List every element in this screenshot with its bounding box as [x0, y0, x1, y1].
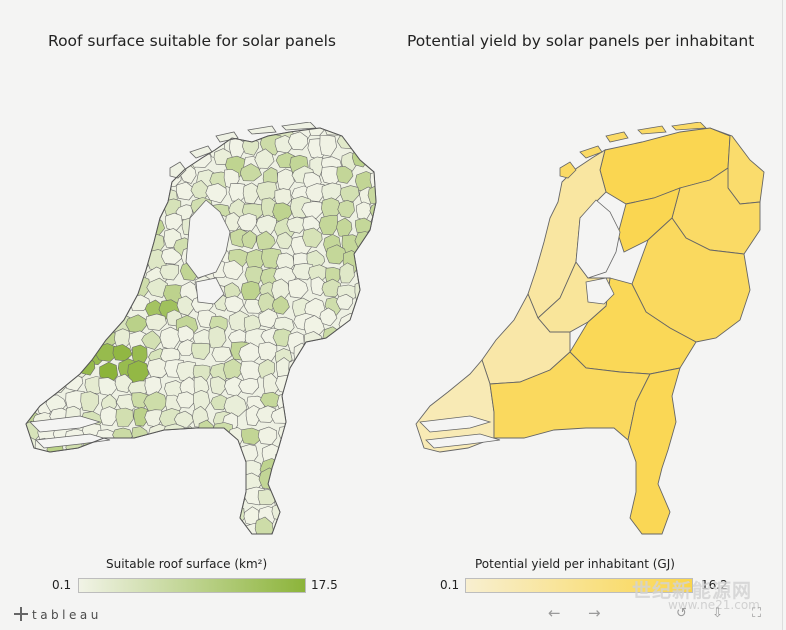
download-button[interactable]: ⇩ — [712, 606, 723, 621]
right-map-title: Potential yield by solar panels per inha… — [407, 32, 755, 50]
fullscreen-button[interactable]: ⛶ — [752, 606, 762, 621]
wadden-islands-left — [169, 122, 317, 179]
left-legend-gradient — [78, 578, 306, 593]
tableau-plus-icon — [14, 607, 28, 621]
tableau-brand-text: tableau — [32, 608, 102, 622]
water-left — [29, 199, 231, 449]
yield-per-inhabitant-map[interactable] — [410, 122, 770, 542]
right-legend-max: 16.2 — [701, 578, 728, 592]
right-legend-title: Potential yield per inhabitant (GJ) — [475, 557, 675, 571]
watermark-logo: 世纪新能源网 — [632, 580, 753, 602]
redo-button[interactable]: → — [588, 604, 601, 622]
right-legend-gradient — [465, 578, 693, 593]
right-legend-min: 0.1 — [440, 578, 460, 592]
left-map-title: Roof surface suitable for solar panels — [48, 32, 337, 50]
left-legend-title: Suitable roof surface (km²) — [106, 557, 268, 571]
tableau-logo[interactable]: tableau — [14, 607, 102, 622]
left-legend-min: 0.1 — [52, 578, 72, 592]
undo-button[interactable]: ← — [548, 604, 561, 622]
left-legend-max: 17.5 — [311, 578, 338, 592]
revert-button[interactable]: ↺ — [676, 606, 687, 621]
roof-surface-map[interactable] — [20, 122, 380, 542]
wadden-islands-right — [559, 122, 707, 179]
municipality-cells-left — [26, 128, 376, 534]
watermark-url: www.ne21.com — [668, 598, 760, 612]
water-right — [419, 199, 621, 449]
province-regions-right — [415, 127, 765, 535]
